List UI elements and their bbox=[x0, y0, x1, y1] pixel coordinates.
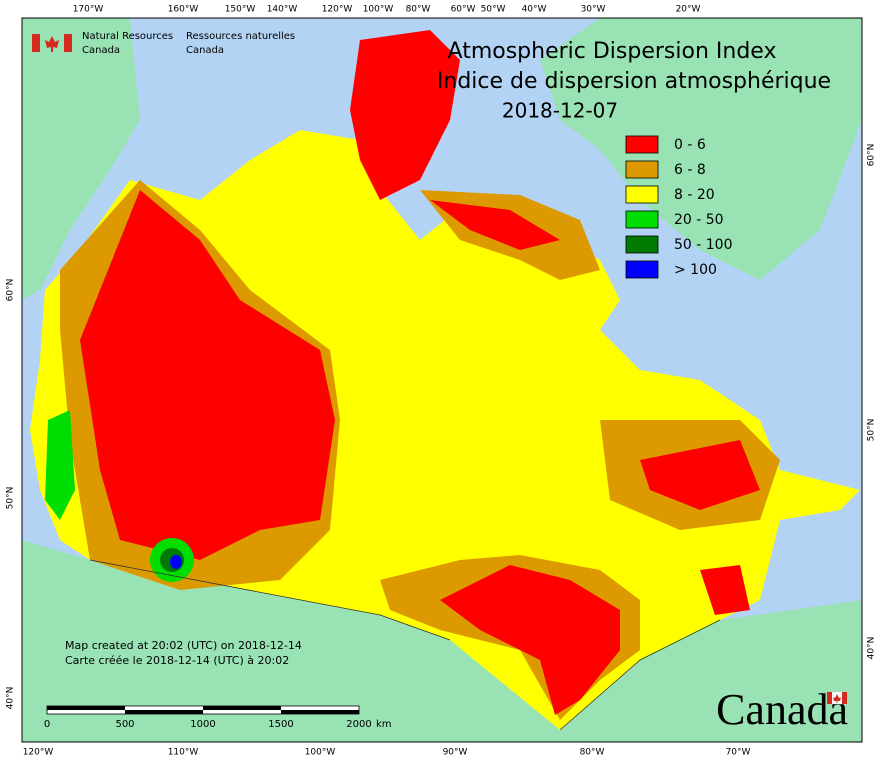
legend-swatch bbox=[625, 235, 659, 254]
scale-label: 1500 bbox=[268, 719, 293, 730]
legend-label: 50 - 100 bbox=[674, 237, 733, 253]
alberta-blue bbox=[170, 555, 182, 569]
legend-label: 0 - 6 bbox=[674, 137, 706, 153]
created-en: Map created at 20:02 (UTC) on 2018-12-14 bbox=[65, 639, 302, 652]
legend-swatch bbox=[625, 135, 659, 154]
west-red bbox=[80, 190, 335, 560]
map-area bbox=[22, 18, 862, 742]
longitude-label: 150°W bbox=[225, 5, 256, 15]
scale-label: 2000 bbox=[346, 719, 371, 730]
longitude-label: 90°W bbox=[443, 748, 468, 758]
title-date: 2018-12-07 bbox=[502, 99, 618, 123]
scale-segment bbox=[203, 706, 281, 710]
agency-fr: Canada bbox=[186, 45, 224, 56]
created-fr: Carte créée le 2018-12-14 (UTC) à 20:02 bbox=[65, 654, 289, 667]
legend-swatch bbox=[625, 160, 659, 179]
longitude-label: 80°W bbox=[406, 5, 431, 15]
longitude-label: 100°W bbox=[363, 5, 394, 15]
latitude-label: 50°N bbox=[6, 487, 16, 510]
longitude-label: 120°W bbox=[322, 5, 353, 15]
greenland bbox=[540, 18, 862, 280]
wordmark-flag bbox=[826, 691, 848, 705]
agency-en: Canada bbox=[82, 45, 120, 56]
latitude-label: 60°N bbox=[6, 279, 16, 302]
legend-swatch bbox=[625, 210, 659, 229]
longitude-label: 170°W bbox=[73, 5, 104, 15]
longitude-label: 110°W bbox=[168, 748, 199, 758]
legend: 0 - 6 6 - 8 8 - 20 20 - 50 50 - 100 > 100 bbox=[625, 135, 733, 279]
scale-label: 1000 bbox=[190, 719, 215, 730]
flag-bar bbox=[32, 34, 40, 52]
longitude-label: 20°W bbox=[676, 5, 701, 15]
flag-bar bbox=[827, 692, 832, 704]
agency-fr: Ressources naturelles bbox=[186, 31, 295, 42]
alaska bbox=[22, 18, 140, 300]
ellesmere bbox=[350, 30, 460, 200]
longitude-label: 30°W bbox=[581, 5, 606, 15]
longitude-label: 160°W bbox=[168, 5, 199, 15]
legend-swatch bbox=[625, 260, 659, 279]
latitude-label: 40°N bbox=[867, 637, 877, 660]
longitude-label: 70°W bbox=[726, 748, 751, 758]
scale-segment bbox=[125, 710, 203, 714]
border bbox=[89, 559, 721, 731]
scale-label: 500 bbox=[115, 719, 134, 730]
scale-label: 0 bbox=[44, 719, 50, 730]
scale-bar: 0 500 1000 1500 2000 km bbox=[44, 705, 392, 730]
title-fr: Indice de dispersion atmosphérique bbox=[437, 69, 831, 94]
baffin-red bbox=[430, 200, 560, 250]
logo: Natural Resources Canada Ressources natu… bbox=[32, 31, 295, 56]
graticule-labels: 170°W 160°W 150°W 140°W 120°W 100°W 80°W 60°W 50… bbox=[6, 5, 877, 758]
ontario-red bbox=[440, 565, 620, 715]
scale-segment bbox=[281, 710, 359, 714]
quebec-red bbox=[640, 440, 760, 510]
longitude-label: 140°W bbox=[267, 5, 298, 15]
legend-label: 6 - 8 bbox=[674, 162, 706, 178]
flag-bar bbox=[64, 34, 72, 52]
longitude-label: 60°W bbox=[451, 5, 476, 15]
wordmark: Canada bbox=[716, 685, 848, 734]
maple-leaf bbox=[45, 36, 59, 52]
latitude-label: 40°N bbox=[6, 687, 16, 710]
legend-label: 8 - 20 bbox=[674, 187, 715, 203]
longitude-label: 120°W bbox=[23, 748, 54, 758]
scale-unit: km bbox=[376, 719, 392, 730]
map-frame bbox=[21, 17, 863, 743]
flag-bar bbox=[842, 692, 847, 704]
legend-label: 20 - 50 bbox=[674, 212, 724, 228]
maple-leaf bbox=[833, 694, 841, 703]
title-en: Atmospheric Dispersion Index bbox=[448, 39, 777, 64]
longitude-label: 80°W bbox=[580, 748, 605, 758]
longitude-label: 40°W bbox=[522, 5, 547, 15]
scale-segment bbox=[47, 706, 125, 710]
maritimes-red bbox=[700, 565, 750, 615]
latitude-label: 60°N bbox=[867, 144, 877, 167]
longitude-label: 50°W bbox=[481, 5, 506, 15]
latitude-label: 50°N bbox=[867, 419, 877, 442]
usa bbox=[22, 540, 862, 742]
agency-en: Natural Resources bbox=[82, 31, 173, 42]
legend-swatch bbox=[625, 185, 659, 204]
legend-label: > 100 bbox=[674, 262, 717, 278]
bc-coast-green bbox=[45, 410, 75, 520]
longitude-label: 100°W bbox=[305, 748, 336, 758]
